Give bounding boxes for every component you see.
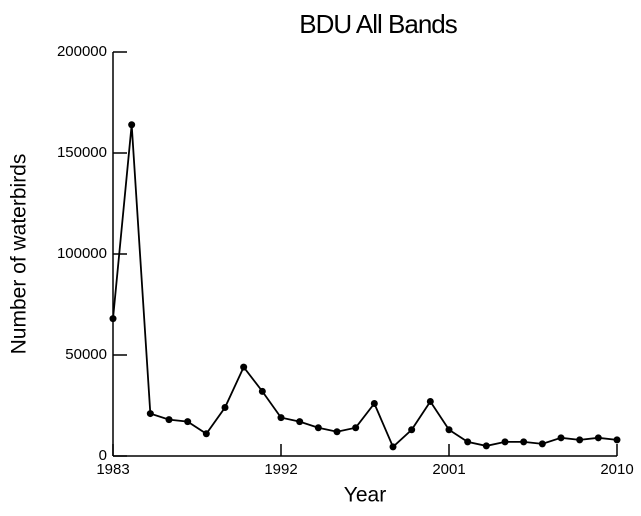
point	[482, 442, 490, 450]
point	[333, 428, 341, 436]
point	[314, 424, 322, 432]
x-tick-label: 2010	[600, 461, 633, 478]
point	[557, 434, 565, 442]
point	[221, 404, 229, 412]
y-tick-label: 0	[99, 447, 107, 464]
point	[576, 436, 584, 444]
point	[109, 315, 117, 323]
point	[240, 363, 248, 371]
y-tick-label: 50000	[65, 346, 107, 363]
x-tick-label: 1992	[264, 461, 297, 478]
point	[128, 121, 136, 129]
line	[112, 124, 618, 449]
y-tick-label: 200000	[57, 43, 107, 60]
y-axis-label: Number of waterbirds	[8, 154, 31, 355]
y-tick-label: 100000	[57, 245, 107, 262]
point	[445, 426, 453, 434]
x-axis-label: Year	[344, 484, 386, 507]
x-tick-label: 1983	[96, 461, 129, 478]
point	[277, 414, 285, 422]
x-tick-label: 2001	[432, 461, 465, 478]
point	[165, 416, 173, 424]
point	[389, 443, 397, 451]
point	[146, 410, 154, 418]
point	[296, 418, 304, 426]
point	[520, 438, 528, 446]
point	[352, 424, 360, 432]
point	[202, 430, 210, 438]
y-tick-label: 150000	[57, 144, 107, 161]
chart-title: BDU All Bands	[299, 9, 458, 39]
point	[370, 399, 378, 407]
point	[538, 440, 546, 448]
point	[464, 438, 472, 446]
point	[501, 438, 509, 446]
point	[408, 426, 416, 434]
point	[426, 397, 434, 405]
point	[258, 387, 266, 395]
point	[184, 418, 192, 426]
point	[613, 436, 621, 444]
point	[594, 434, 602, 442]
